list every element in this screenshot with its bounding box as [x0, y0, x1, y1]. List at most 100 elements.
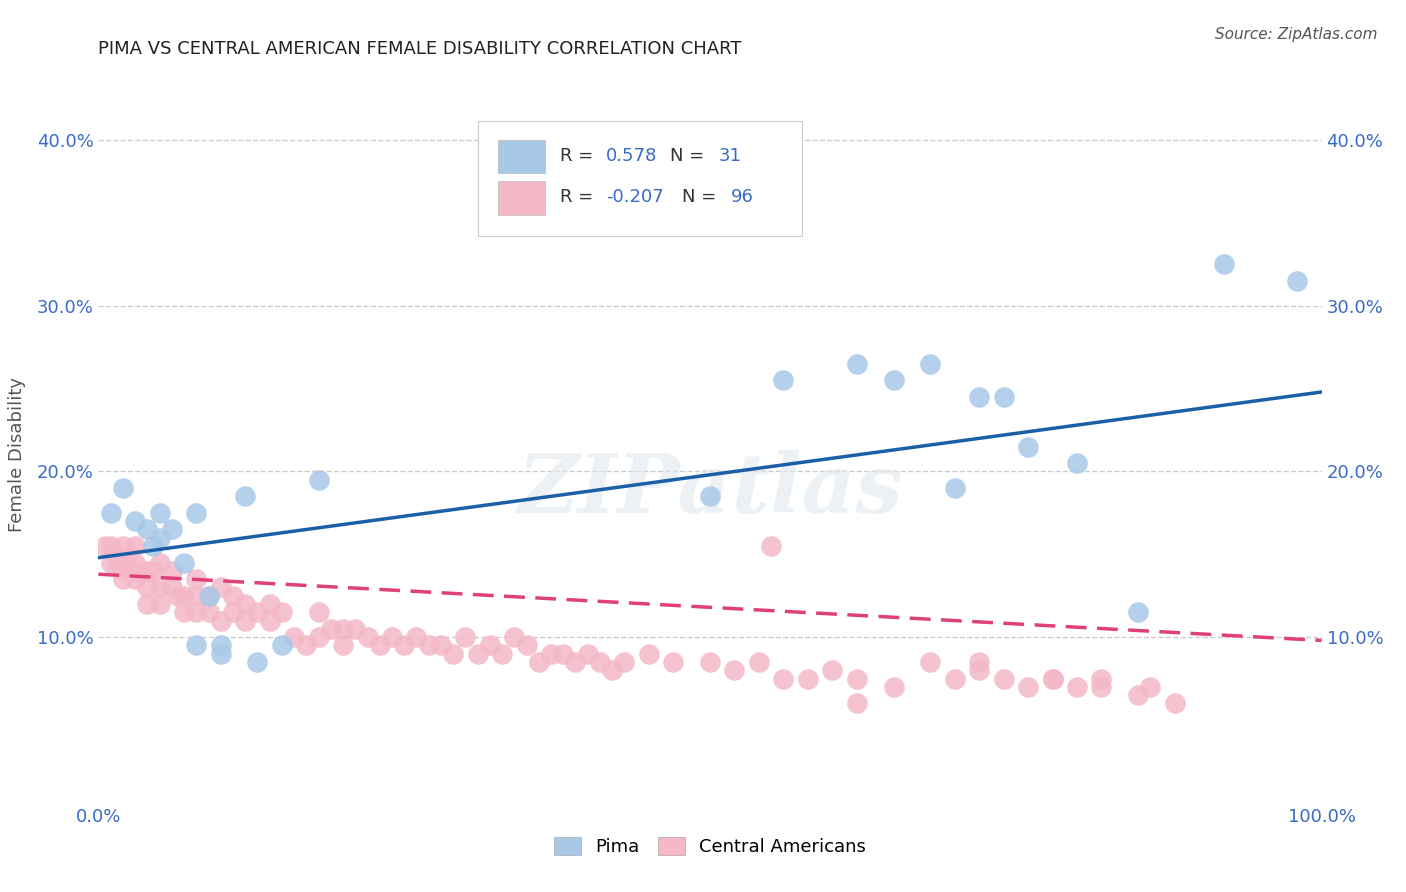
- Text: R =: R =: [560, 188, 599, 206]
- Point: [418, 639, 440, 653]
- Text: Source: ZipAtlas.com: Source: ZipAtlas.com: [1215, 27, 1378, 42]
- Point: [93, 539, 115, 553]
- Point: [118, 547, 141, 561]
- Point: [111, 481, 134, 495]
- Point: [503, 630, 526, 644]
- Point: [967, 663, 990, 677]
- Point: [270, 639, 294, 653]
- Point: [441, 647, 464, 661]
- Point: [1128, 688, 1150, 702]
- Text: -0.207: -0.207: [606, 188, 664, 206]
- Point: [308, 605, 330, 619]
- Point: [259, 614, 281, 628]
- Point: [222, 589, 245, 603]
- Point: [920, 357, 942, 371]
- Point: [209, 647, 232, 661]
- Point: [699, 489, 721, 503]
- Point: [883, 373, 905, 387]
- Point: [319, 622, 342, 636]
- Point: [186, 605, 208, 619]
- Point: [368, 639, 391, 653]
- Point: [1017, 440, 1039, 454]
- Point: [136, 581, 159, 595]
- Point: [576, 647, 599, 661]
- Point: [100, 556, 122, 570]
- Point: [589, 655, 612, 669]
- Point: [772, 672, 794, 686]
- Point: [222, 605, 245, 619]
- Point: [1286, 274, 1309, 288]
- Point: [467, 647, 489, 661]
- Point: [295, 639, 318, 653]
- Point: [454, 630, 477, 644]
- Point: [332, 639, 354, 653]
- Point: [1090, 672, 1112, 686]
- Text: 31: 31: [718, 147, 741, 165]
- Text: R =: R =: [560, 147, 599, 165]
- Point: [186, 589, 208, 603]
- Point: [527, 655, 550, 669]
- Text: N =: N =: [669, 147, 710, 165]
- Point: [100, 539, 122, 553]
- Point: [149, 556, 172, 570]
- Point: [491, 647, 513, 661]
- Point: [943, 481, 966, 495]
- Point: [1042, 672, 1064, 686]
- Point: [149, 597, 172, 611]
- Point: [149, 581, 172, 595]
- Point: [613, 655, 636, 669]
- Point: [515, 639, 537, 653]
- Point: [233, 614, 256, 628]
- Point: [136, 523, 159, 537]
- Point: [993, 672, 1015, 686]
- Point: [943, 672, 966, 686]
- Point: [821, 663, 844, 677]
- Point: [105, 556, 128, 570]
- Point: [246, 655, 269, 669]
- Point: [1042, 672, 1064, 686]
- Point: [797, 672, 820, 686]
- Point: [124, 539, 146, 553]
- Point: [173, 589, 195, 603]
- Legend: Pima, Central Americans: Pima, Central Americans: [547, 830, 873, 863]
- Point: [1139, 680, 1161, 694]
- Point: [186, 506, 208, 520]
- Point: [160, 581, 183, 595]
- Point: [553, 647, 575, 661]
- Point: [124, 514, 146, 528]
- Text: 0.578: 0.578: [606, 147, 658, 165]
- Point: [920, 655, 942, 669]
- Point: [186, 639, 208, 653]
- Point: [197, 589, 219, 603]
- Point: [142, 564, 165, 578]
- Point: [259, 597, 281, 611]
- Point: [209, 614, 232, 628]
- Point: [173, 605, 195, 619]
- Point: [761, 539, 783, 553]
- Point: [772, 373, 794, 387]
- Point: [405, 630, 427, 644]
- Point: [149, 506, 172, 520]
- Point: [564, 655, 586, 669]
- Point: [149, 531, 172, 545]
- Point: [1164, 697, 1187, 711]
- Y-axis label: Female Disability: Female Disability: [7, 377, 25, 533]
- Point: [344, 622, 367, 636]
- Point: [699, 655, 721, 669]
- Point: [1066, 456, 1088, 470]
- Point: [1017, 680, 1039, 694]
- Point: [100, 506, 122, 520]
- Point: [197, 589, 219, 603]
- Point: [638, 647, 661, 661]
- Text: ZIPatlas: ZIPatlas: [517, 450, 903, 530]
- Point: [233, 597, 256, 611]
- Point: [392, 639, 416, 653]
- Point: [186, 572, 208, 586]
- FancyBboxPatch shape: [478, 121, 801, 235]
- Point: [111, 556, 134, 570]
- Point: [209, 639, 232, 653]
- Point: [209, 581, 232, 595]
- Point: [197, 605, 219, 619]
- Point: [662, 655, 685, 669]
- Point: [1128, 605, 1150, 619]
